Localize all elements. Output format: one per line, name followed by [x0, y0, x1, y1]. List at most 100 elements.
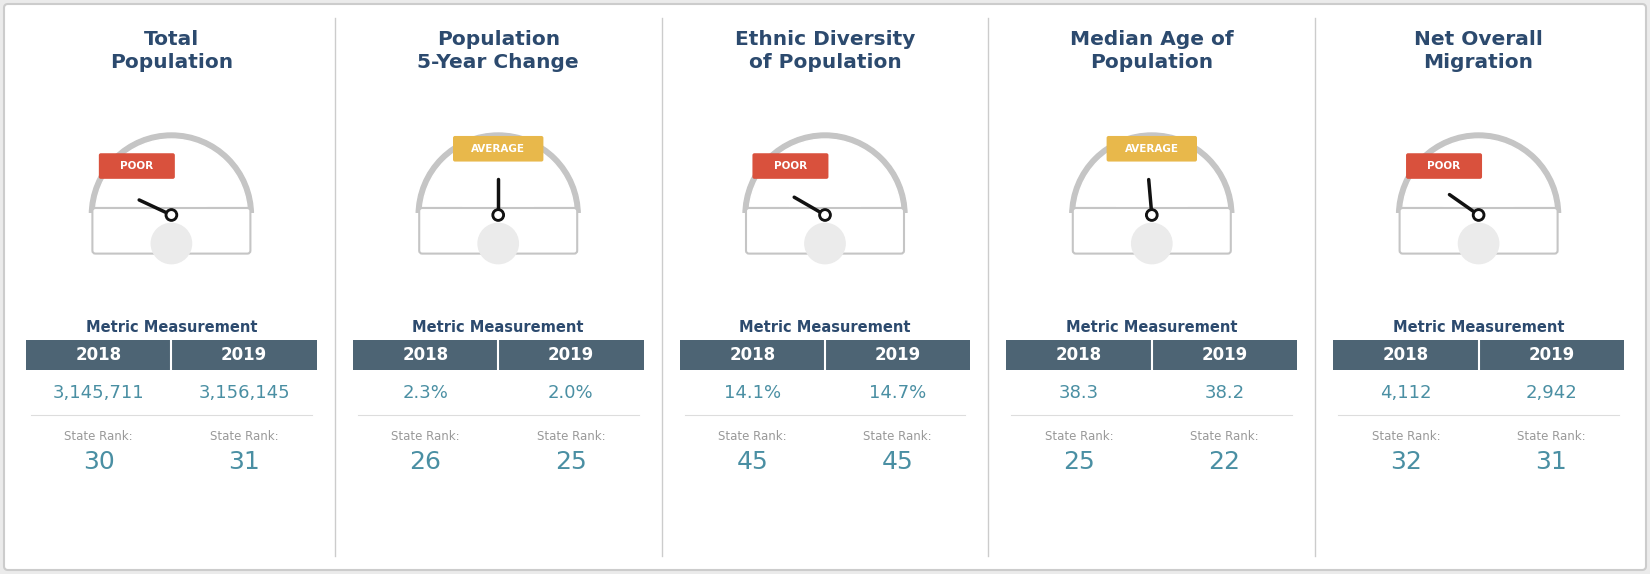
FancyBboxPatch shape — [1399, 208, 1558, 254]
Wedge shape — [837, 237, 883, 284]
Wedge shape — [475, 251, 520, 287]
Wedge shape — [1457, 251, 1502, 287]
Circle shape — [1472, 209, 1485, 221]
FancyBboxPatch shape — [3, 4, 1647, 570]
Wedge shape — [804, 251, 846, 287]
FancyBboxPatch shape — [1152, 340, 1297, 370]
Circle shape — [1069, 133, 1234, 297]
Text: Metric Measurement: Metric Measurement — [86, 320, 257, 335]
Text: Metric Measurement: Metric Measurement — [739, 320, 911, 335]
Text: 3,145,711: 3,145,711 — [53, 384, 145, 402]
Circle shape — [749, 139, 901, 291]
Wedge shape — [1508, 215, 1551, 257]
Wedge shape — [201, 215, 244, 257]
Circle shape — [1475, 212, 1482, 218]
Text: 2019: 2019 — [221, 346, 267, 364]
Circle shape — [1459, 223, 1498, 263]
Text: 22: 22 — [1208, 450, 1241, 474]
Text: 3,156,145: 3,156,145 — [198, 384, 290, 402]
FancyBboxPatch shape — [1072, 208, 1231, 254]
Text: 2018: 2018 — [1056, 346, 1102, 364]
FancyBboxPatch shape — [26, 340, 172, 370]
Circle shape — [789, 179, 861, 251]
FancyBboxPatch shape — [1068, 213, 1236, 300]
Circle shape — [495, 212, 502, 218]
Text: 2018: 2018 — [1383, 346, 1429, 364]
Text: 2018: 2018 — [403, 346, 449, 364]
FancyBboxPatch shape — [1072, 208, 1231, 254]
Text: POOR: POOR — [1427, 161, 1460, 171]
FancyBboxPatch shape — [414, 213, 582, 300]
Text: 25: 25 — [554, 450, 587, 474]
FancyBboxPatch shape — [1006, 340, 1152, 370]
FancyBboxPatch shape — [92, 208, 251, 254]
Text: Total
Population: Total Population — [111, 30, 233, 72]
Circle shape — [805, 223, 845, 263]
Circle shape — [1402, 139, 1554, 291]
Wedge shape — [426, 215, 469, 257]
Wedge shape — [441, 237, 487, 284]
Wedge shape — [1421, 237, 1467, 284]
Text: 31: 31 — [228, 450, 261, 474]
Circle shape — [822, 212, 828, 218]
FancyBboxPatch shape — [87, 213, 256, 300]
Wedge shape — [752, 215, 795, 257]
Text: 2019: 2019 — [548, 346, 594, 364]
Wedge shape — [1130, 251, 1175, 287]
Circle shape — [1442, 179, 1515, 251]
Circle shape — [165, 209, 178, 221]
FancyBboxPatch shape — [1478, 340, 1624, 370]
Circle shape — [152, 223, 191, 263]
Wedge shape — [510, 237, 556, 284]
Text: State Rank:: State Rank: — [64, 429, 134, 443]
FancyBboxPatch shape — [1394, 213, 1563, 300]
Text: 25: 25 — [1063, 450, 1096, 474]
Text: 38.3: 38.3 — [1059, 384, 1099, 402]
FancyBboxPatch shape — [825, 340, 970, 370]
Text: State Rank:: State Rank: — [1371, 429, 1440, 443]
FancyBboxPatch shape — [746, 208, 904, 254]
FancyBboxPatch shape — [1107, 136, 1196, 161]
Text: Metric Measurement: Metric Measurement — [412, 320, 584, 335]
Text: 26: 26 — [409, 450, 442, 474]
Text: Metric Measurement: Metric Measurement — [1393, 320, 1564, 335]
FancyBboxPatch shape — [741, 213, 909, 300]
Text: 14.7%: 14.7% — [870, 384, 926, 402]
FancyBboxPatch shape — [746, 208, 904, 254]
Text: 2.0%: 2.0% — [548, 384, 594, 402]
FancyBboxPatch shape — [1333, 340, 1478, 370]
Wedge shape — [114, 237, 160, 284]
Text: 2018: 2018 — [76, 346, 122, 364]
FancyBboxPatch shape — [1406, 153, 1482, 179]
Text: 30: 30 — [82, 450, 114, 474]
Circle shape — [89, 133, 254, 297]
Circle shape — [1132, 223, 1172, 263]
Text: 2019: 2019 — [1201, 346, 1247, 364]
Text: State Rank:: State Rank: — [1516, 429, 1586, 443]
Text: Metric Measurement: Metric Measurement — [1066, 320, 1238, 335]
Text: 38.2: 38.2 — [1204, 384, 1244, 402]
Circle shape — [1145, 209, 1158, 221]
Text: 2,942: 2,942 — [1526, 384, 1577, 402]
Circle shape — [462, 179, 535, 251]
Circle shape — [135, 179, 208, 251]
FancyBboxPatch shape — [99, 153, 175, 179]
Text: State Rank:: State Rank: — [391, 429, 460, 443]
Wedge shape — [183, 237, 229, 284]
Text: Net Overall
Migration: Net Overall Migration — [1414, 30, 1543, 72]
Circle shape — [478, 223, 518, 263]
Text: POOR: POOR — [774, 161, 807, 171]
Text: State Rank:: State Rank: — [718, 429, 787, 443]
Circle shape — [805, 223, 845, 263]
Wedge shape — [1079, 215, 1122, 257]
Text: 31: 31 — [1536, 450, 1568, 474]
Text: 2019: 2019 — [1528, 346, 1574, 364]
Text: State Rank:: State Rank: — [1044, 429, 1114, 443]
Text: 45: 45 — [736, 450, 769, 474]
Text: 14.1%: 14.1% — [724, 384, 780, 402]
Text: 2018: 2018 — [729, 346, 775, 364]
Circle shape — [478, 223, 518, 263]
Wedge shape — [1094, 237, 1140, 284]
Circle shape — [1115, 179, 1188, 251]
Circle shape — [1076, 139, 1228, 291]
